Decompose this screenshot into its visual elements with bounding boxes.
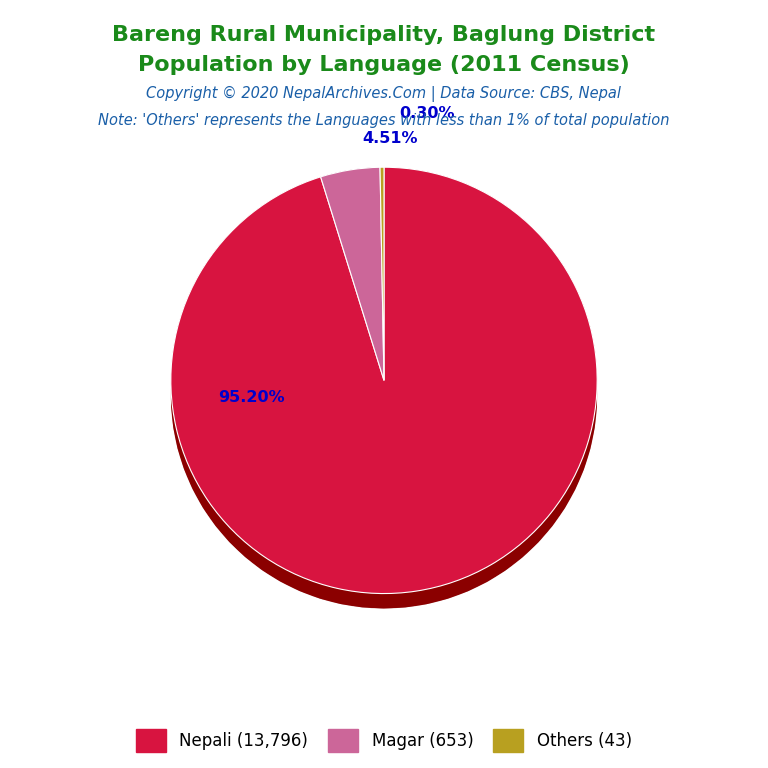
Polygon shape	[321, 177, 384, 396]
Text: Population by Language (2011 Census): Population by Language (2011 Census)	[138, 55, 630, 75]
Polygon shape	[380, 167, 384, 396]
Text: 0.30%: 0.30%	[399, 107, 454, 121]
Wedge shape	[170, 182, 598, 608]
Polygon shape	[171, 167, 597, 608]
Text: Note: 'Others' represents the Languages with less than 1% of total population: Note: 'Others' represents the Languages …	[98, 113, 670, 128]
Wedge shape	[380, 167, 384, 380]
Text: Bareng Rural Municipality, Baglung District: Bareng Rural Municipality, Baglung Distr…	[112, 25, 656, 45]
Text: 95.20%: 95.20%	[219, 390, 285, 405]
Text: 4.51%: 4.51%	[362, 131, 418, 146]
Polygon shape	[380, 167, 384, 396]
Wedge shape	[321, 167, 384, 380]
Polygon shape	[380, 167, 384, 182]
Wedge shape	[380, 182, 384, 396]
Wedge shape	[170, 167, 598, 594]
Legend: Nepali (13,796), Magar (653), Others (43): Nepali (13,796), Magar (653), Others (43…	[130, 722, 638, 759]
Text: Copyright © 2020 NepalArchives.Com | Data Source: CBS, Nepal: Copyright © 2020 NepalArchives.Com | Dat…	[147, 86, 621, 101]
Polygon shape	[321, 167, 380, 192]
Polygon shape	[321, 177, 384, 396]
Wedge shape	[321, 182, 384, 396]
